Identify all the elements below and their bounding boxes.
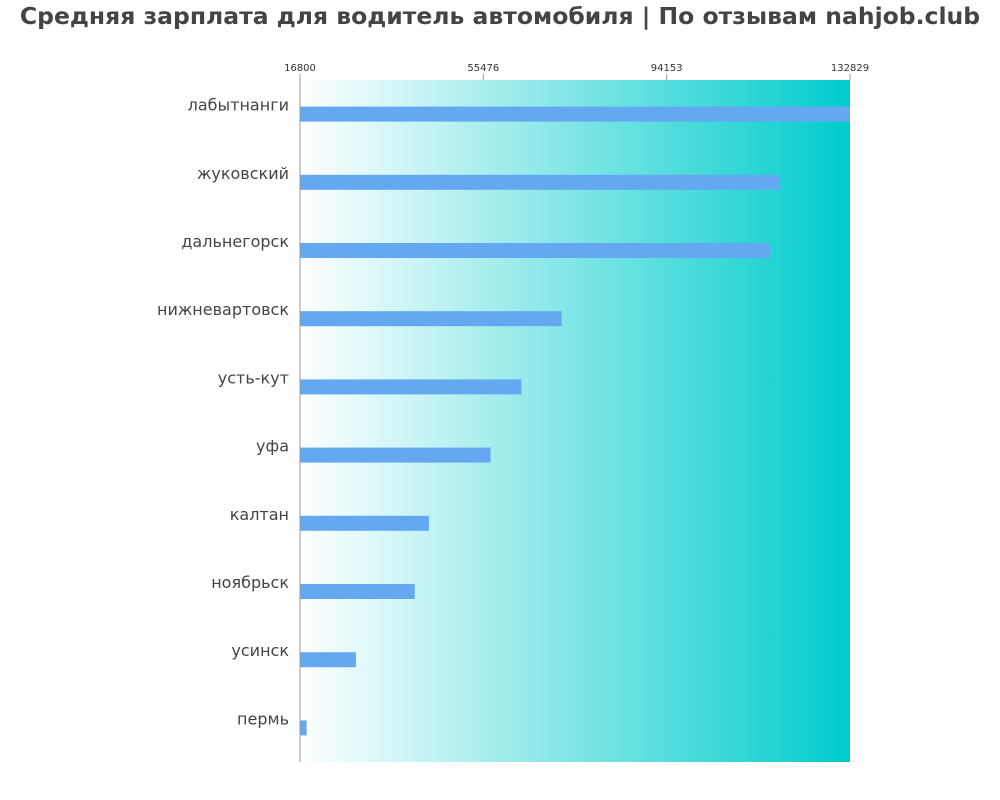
category-labels: лабытнанги жуковский дальнегорск нижневарто…	[157, 96, 289, 729]
bar-3	[300, 311, 562, 327]
category-label: дальнегорск	[181, 232, 289, 251]
category-label: ноябрьск	[211, 573, 289, 592]
chart-title: Средняя зарплата для водитель автомобиля…	[19, 2, 981, 30]
category-label: уфа	[256, 437, 289, 456]
bar-6	[300, 515, 429, 531]
x-tick-label: 55476	[467, 63, 499, 74]
bar-7	[300, 584, 415, 599]
category-label: нижневартовск	[157, 300, 289, 319]
x-tick-label: 94153	[651, 63, 683, 74]
bar-2	[300, 243, 771, 258]
category-label: лабытнанги	[188, 96, 289, 115]
bar-5	[300, 447, 491, 463]
bar-1	[300, 174, 780, 190]
category-label: усинск	[231, 641, 289, 660]
bar-9	[300, 720, 307, 736]
bars	[300, 106, 850, 736]
plot-background	[300, 80, 850, 762]
category-label: жуковский	[197, 164, 289, 183]
bar-0	[300, 106, 850, 122]
category-label: калтан	[230, 505, 289, 524]
category-label: пермь	[237, 709, 289, 728]
bar-4	[300, 379, 522, 395]
x-tick-label: 132829	[831, 63, 869, 74]
category-label: усть-кут	[218, 368, 289, 387]
x-tick-label: 16800	[284, 63, 316, 74]
bar-8	[300, 652, 356, 668]
x-axis-ticks: 16800 55476 94153 132829	[284, 63, 869, 80]
